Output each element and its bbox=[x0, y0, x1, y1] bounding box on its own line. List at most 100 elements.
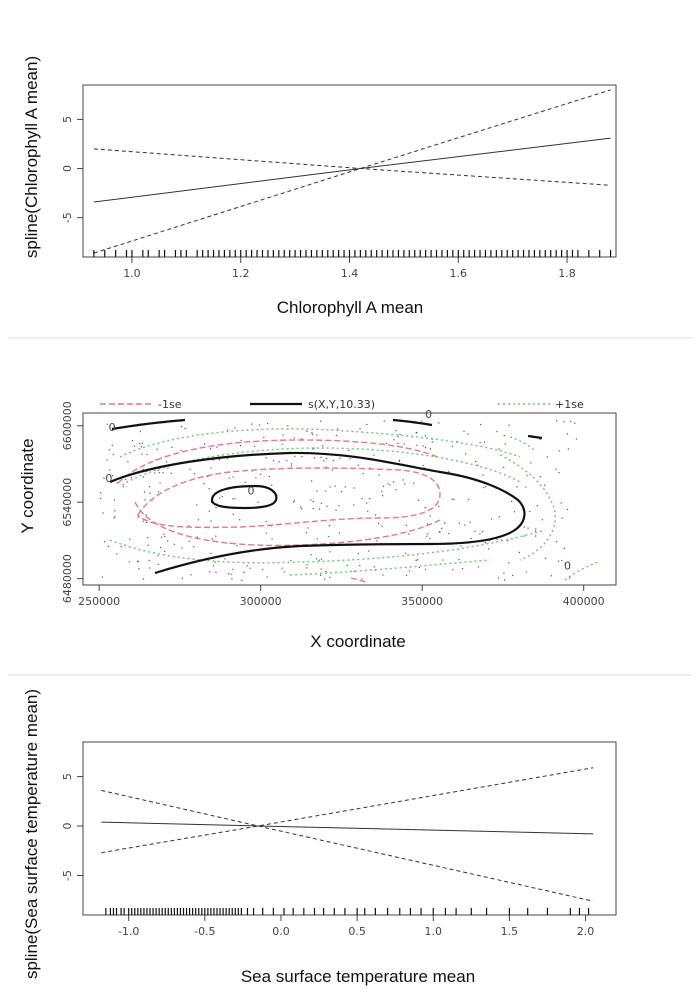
contour-label: 0 bbox=[425, 408, 432, 421]
observation-point bbox=[484, 542, 486, 544]
observation-point bbox=[529, 510, 531, 513]
observation-point bbox=[382, 574, 384, 576]
observation-point bbox=[458, 522, 460, 524]
observation-point bbox=[157, 563, 159, 565]
observation-point bbox=[474, 530, 476, 533]
chlorophyll-spline-panel: 1.0 1.2 1.4 1.6 1.8 -505 Chlorophyll A mean … bbox=[22, 56, 617, 317]
observation-point bbox=[138, 568, 140, 570]
observation-point bbox=[240, 445, 242, 447]
confidence-band-line bbox=[93, 148, 611, 186]
observation-point bbox=[461, 567, 464, 570]
observation-point bbox=[234, 498, 236, 500]
observation-point bbox=[497, 577, 499, 579]
observation-point bbox=[373, 566, 375, 568]
observation-point bbox=[210, 520, 212, 522]
observation-point bbox=[158, 491, 160, 493]
observation-point bbox=[120, 546, 122, 548]
observation-point bbox=[196, 504, 198, 506]
observation-point bbox=[210, 552, 212, 555]
observation-point bbox=[312, 507, 314, 510]
observation-point bbox=[306, 564, 308, 566]
observation-point bbox=[404, 483, 406, 485]
contour-fit-fragment-far-right bbox=[527, 434, 543, 440]
rug-marks bbox=[93, 250, 612, 257]
observation-point bbox=[484, 441, 486, 443]
observation-point bbox=[196, 536, 198, 538]
y-tick-label: 0 bbox=[61, 823, 74, 830]
observation-point bbox=[270, 525, 272, 527]
observation-point bbox=[525, 486, 527, 488]
observation-point bbox=[448, 532, 450, 535]
observation-point bbox=[405, 574, 408, 576]
observation-point bbox=[378, 474, 380, 476]
observation-point bbox=[397, 442, 399, 444]
x-axis-title: X coordinate bbox=[310, 632, 405, 651]
observation-point bbox=[209, 571, 211, 573]
observation-point bbox=[106, 423, 108, 425]
observation-point bbox=[477, 566, 480, 568]
observation-point bbox=[290, 465, 292, 467]
observation-point bbox=[228, 573, 230, 575]
observation-point bbox=[146, 521, 148, 524]
observation-point bbox=[260, 473, 262, 475]
observation-point bbox=[109, 469, 111, 471]
observation-point bbox=[193, 546, 195, 548]
observation-point bbox=[555, 468, 557, 470]
legend-label-plus-1se: +1se bbox=[555, 398, 584, 411]
contour-minus-1se-fragment bbox=[350, 577, 367, 583]
observation-point bbox=[438, 531, 440, 533]
observation-point bbox=[158, 472, 160, 474]
observation-point bbox=[215, 507, 217, 509]
observation-point bbox=[539, 438, 541, 440]
observation-point bbox=[490, 518, 493, 520]
x-tick-label: 0.0 bbox=[272, 925, 290, 938]
observation-point bbox=[395, 489, 397, 491]
observation-point bbox=[534, 530, 537, 532]
observation-point bbox=[265, 532, 267, 534]
observation-point bbox=[385, 442, 388, 445]
observation-point bbox=[141, 453, 143, 455]
observation-point bbox=[376, 540, 378, 542]
contour-label: 0 bbox=[109, 421, 116, 434]
observation-point bbox=[282, 434, 284, 436]
observation-point bbox=[424, 507, 426, 509]
observation-point bbox=[171, 446, 173, 448]
y-tick-label: 6540000 bbox=[61, 478, 74, 527]
observation-point bbox=[300, 506, 302, 508]
x-axis-ticks: -1.0 -0.5 0.0 0.5 1.0 1.5 2.0 bbox=[118, 915, 594, 938]
observation-point bbox=[116, 482, 119, 484]
observation-point bbox=[265, 457, 267, 459]
observation-point bbox=[397, 435, 399, 438]
observation-point bbox=[234, 427, 236, 429]
observation-point bbox=[114, 510, 116, 512]
observation-point bbox=[402, 479, 404, 481]
observation-point bbox=[421, 420, 423, 422]
observation-point bbox=[112, 454, 114, 456]
y-tick-label: 6600000 bbox=[61, 401, 74, 450]
observation-point bbox=[369, 467, 371, 469]
y-tick-label: 6480000 bbox=[61, 554, 74, 603]
observation-point bbox=[188, 525, 190, 527]
observation-point bbox=[212, 565, 215, 567]
observation-point bbox=[348, 449, 350, 452]
observation-point bbox=[232, 476, 234, 478]
observation-point bbox=[574, 422, 576, 424]
plot-frame bbox=[82, 741, 617, 916]
observation-point bbox=[111, 475, 114, 477]
observation-point bbox=[550, 575, 552, 577]
x-tick-label: -0.5 bbox=[194, 925, 215, 938]
observation-point bbox=[561, 559, 563, 562]
x-tick-label: 250000 bbox=[78, 595, 120, 608]
observation-point bbox=[226, 457, 228, 460]
contour-plus-1se-bottom bbox=[289, 559, 491, 576]
contour-minus-1se-lower bbox=[134, 501, 441, 547]
observation-point bbox=[305, 532, 307, 534]
observation-point bbox=[427, 533, 429, 535]
contour-label: 0 bbox=[105, 472, 112, 485]
observation-point bbox=[184, 428, 186, 430]
x-tick-label: -1.0 bbox=[118, 925, 139, 938]
observation-point bbox=[320, 574, 322, 576]
observation-point bbox=[228, 477, 230, 479]
observation-point bbox=[575, 438, 577, 440]
observation-point bbox=[101, 576, 103, 578]
